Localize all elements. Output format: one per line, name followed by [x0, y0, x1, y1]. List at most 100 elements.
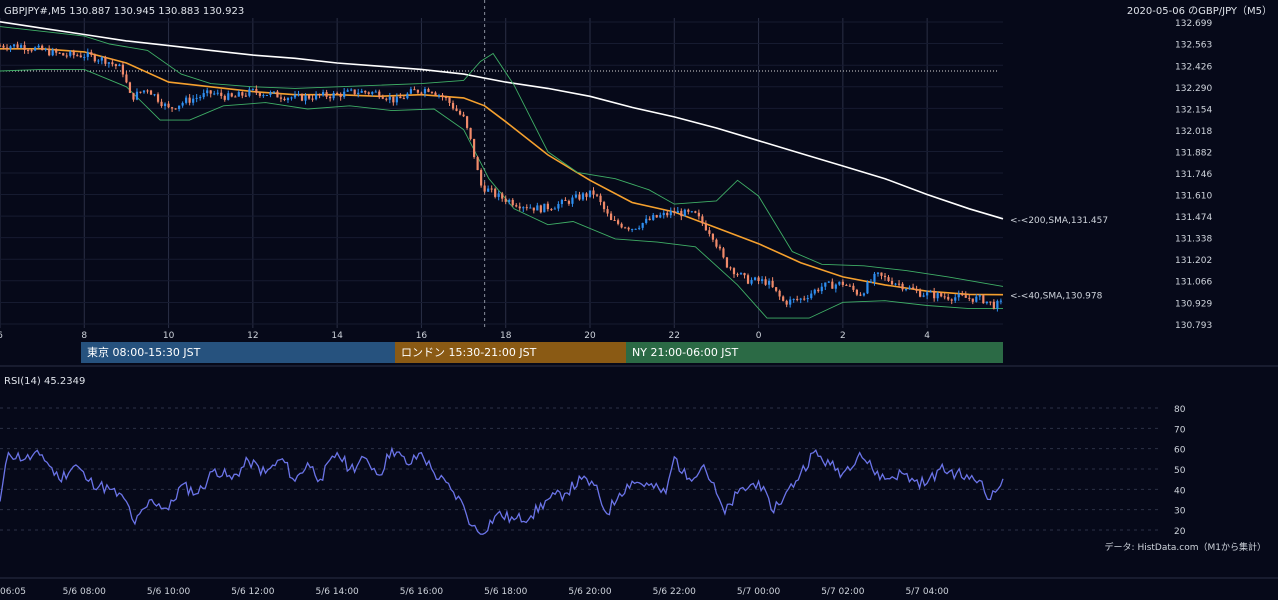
- rsi-label: RSI(14) 45.2349: [4, 376, 85, 387]
- candle-body-172: [602, 202, 606, 210]
- candle-body-83: [290, 97, 293, 99]
- candle-body-211: [739, 273, 743, 275]
- candle-body-186: [652, 215, 655, 220]
- candle-body-140: [490, 188, 493, 190]
- price-tick-13: 130.929: [1175, 299, 1212, 309]
- candle-body-139: [487, 188, 490, 192]
- candle-body-282: [989, 301, 992, 303]
- candle-body-179: [627, 227, 630, 230]
- candle-body-135: [473, 138, 476, 158]
- candle-body-136: [476, 157, 479, 171]
- candle-body-143: [501, 193, 504, 199]
- candle-body-262: [919, 290, 922, 297]
- price-tick-11: 131.202: [1175, 256, 1212, 266]
- candle-body-285: [999, 300, 1002, 302]
- candle-body-26: [90, 52, 93, 55]
- symbol-info: GBPJPY#,M5 130.887 130.945 130.883 130.9…: [4, 6, 244, 17]
- candle-body-178: [624, 227, 627, 229]
- candle-body-51: [178, 105, 181, 109]
- candle-body-74: [258, 92, 261, 96]
- candle-body-41: [142, 90, 146, 93]
- candle-body-33: [114, 64, 117, 67]
- candle-body-106: [371, 92, 374, 94]
- candle-body-82: [286, 98, 290, 101]
- candle-body-223: [782, 296, 785, 301]
- candle-body-173: [606, 209, 609, 214]
- chart-title: 2020-05-06 のGBP/JPY（M5）: [1127, 5, 1272, 17]
- candle-body-163: [571, 197, 574, 204]
- candle-body-16: [55, 49, 58, 53]
- candle-body-28: [97, 60, 100, 62]
- time-tick-7: 5/6 20:00: [568, 587, 612, 597]
- candle-body-270: [947, 296, 950, 300]
- candle-body-69: [241, 92, 244, 96]
- candle-body-260: [911, 287, 915, 290]
- candle-body-171: [599, 195, 602, 203]
- candle-body-220: [771, 280, 774, 288]
- candle-body-215: [753, 277, 757, 280]
- candle-body-254: [890, 281, 894, 285]
- candle-body-110: [385, 98, 388, 100]
- price-tick-2: 132.426: [1175, 62, 1212, 72]
- candle-body-218: [764, 279, 767, 285]
- candle-body-183: [641, 222, 644, 228]
- candle-body-166: [581, 193, 585, 200]
- candle-body-206: [722, 248, 725, 258]
- series-line-1: [0, 48, 1004, 296]
- hour-tick-10: 2: [840, 331, 846, 341]
- candle-body-130: [455, 108, 458, 111]
- candle-body-99: [346, 90, 349, 92]
- price-tick-0: 132.699: [1175, 19, 1212, 29]
- candle-body-65: [227, 93, 230, 100]
- candle-body-245: [859, 294, 862, 296]
- candle-body-95: [332, 93, 335, 99]
- candle-body-153: [536, 205, 539, 211]
- candle-body-238: [834, 284, 837, 289]
- candle-body-199: [697, 212, 700, 217]
- price-tick-10: 131.338: [1175, 235, 1212, 245]
- candle-body-90: [314, 94, 318, 100]
- candle-body-18: [62, 53, 65, 56]
- candle-body-88: [307, 95, 311, 99]
- candle-body-84: [293, 94, 297, 98]
- candle-body-168: [588, 190, 592, 197]
- candle-body-81: [283, 98, 286, 101]
- candle-body-268: [940, 293, 943, 297]
- candle-body-22: [76, 55, 79, 57]
- candle-body-196: [687, 209, 690, 212]
- candle-body-155: [543, 203, 546, 213]
- candle-body-277: [971, 298, 974, 302]
- hour-tick-9: 0: [756, 331, 762, 341]
- candle-body-20: [69, 51, 72, 56]
- candle-body-152: [532, 207, 535, 211]
- candle-body-47: [163, 103, 167, 107]
- candle-body-176: [616, 220, 620, 224]
- candle-body-54: [188, 97, 191, 103]
- data-source-note: データ: HistData.com（M1から集計）: [1105, 541, 1266, 553]
- candle-body-195: [683, 209, 686, 217]
- candle-body-212: [743, 273, 746, 276]
- candle-body-68: [237, 92, 240, 97]
- candle-body-9: [30, 50, 33, 52]
- candle-body-86: [300, 94, 304, 101]
- rsi-tick-4: 40: [1174, 486, 1186, 496]
- candle-body-14: [48, 48, 51, 56]
- candle-body-207: [725, 257, 729, 268]
- candle-body-189: [662, 212, 665, 216]
- candle-body-119: [416, 89, 420, 93]
- hour-tick-3: 12: [247, 331, 258, 341]
- candle-body-252: [883, 275, 887, 278]
- candle-body-170: [595, 194, 599, 196]
- candle-body-13: [44, 48, 47, 50]
- candle-body-45: [156, 94, 160, 102]
- candle-body-117: [409, 89, 412, 94]
- candle-body-224: [785, 300, 788, 305]
- time-tick-1: 5/6 08:00: [63, 587, 107, 597]
- candle-body-210: [736, 274, 739, 276]
- candle-body-40: [139, 91, 142, 93]
- candle-body-96: [336, 93, 339, 95]
- candle-body-181: [634, 228, 637, 230]
- time-tick-3: 5/6 12:00: [231, 587, 275, 597]
- candle-body-265: [929, 291, 932, 293]
- candle-body-281: [985, 301, 988, 304]
